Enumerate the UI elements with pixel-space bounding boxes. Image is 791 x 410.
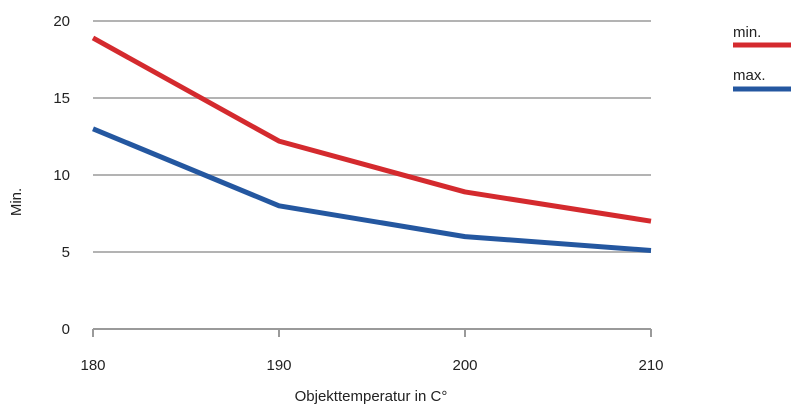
y-tick-label-15: 15 xyxy=(53,90,70,107)
x-axis-tick-labels: 180 190 200 210 xyxy=(80,357,663,374)
x-axis-ticks xyxy=(92,329,652,337)
y-tick-label-10: 10 xyxy=(53,167,70,184)
y-axis-label: Min. xyxy=(8,188,25,216)
x-tick-label-180: 180 xyxy=(80,357,105,374)
legend-label-max: max. xyxy=(733,67,766,84)
series-lines xyxy=(91,35,652,253)
legend: min. max. xyxy=(733,24,791,92)
grid-lines xyxy=(93,20,651,330)
x-axis-label: Objekttemperatur in C° xyxy=(295,388,448,405)
series-line-min xyxy=(91,35,652,224)
legend-label-min: min. xyxy=(733,24,761,41)
y-tick-label-20: 20 xyxy=(53,13,70,30)
series-line-max xyxy=(92,126,652,253)
y-tick-label-0: 0 xyxy=(62,321,70,338)
y-tick-label-5: 5 xyxy=(62,244,70,261)
x-tick-label-190: 190 xyxy=(266,357,291,374)
x-tick-label-200: 200 xyxy=(452,357,477,374)
x-tick-label-210: 210 xyxy=(638,357,663,374)
y-axis-tick-labels: 0 5 10 15 20 xyxy=(53,13,70,338)
